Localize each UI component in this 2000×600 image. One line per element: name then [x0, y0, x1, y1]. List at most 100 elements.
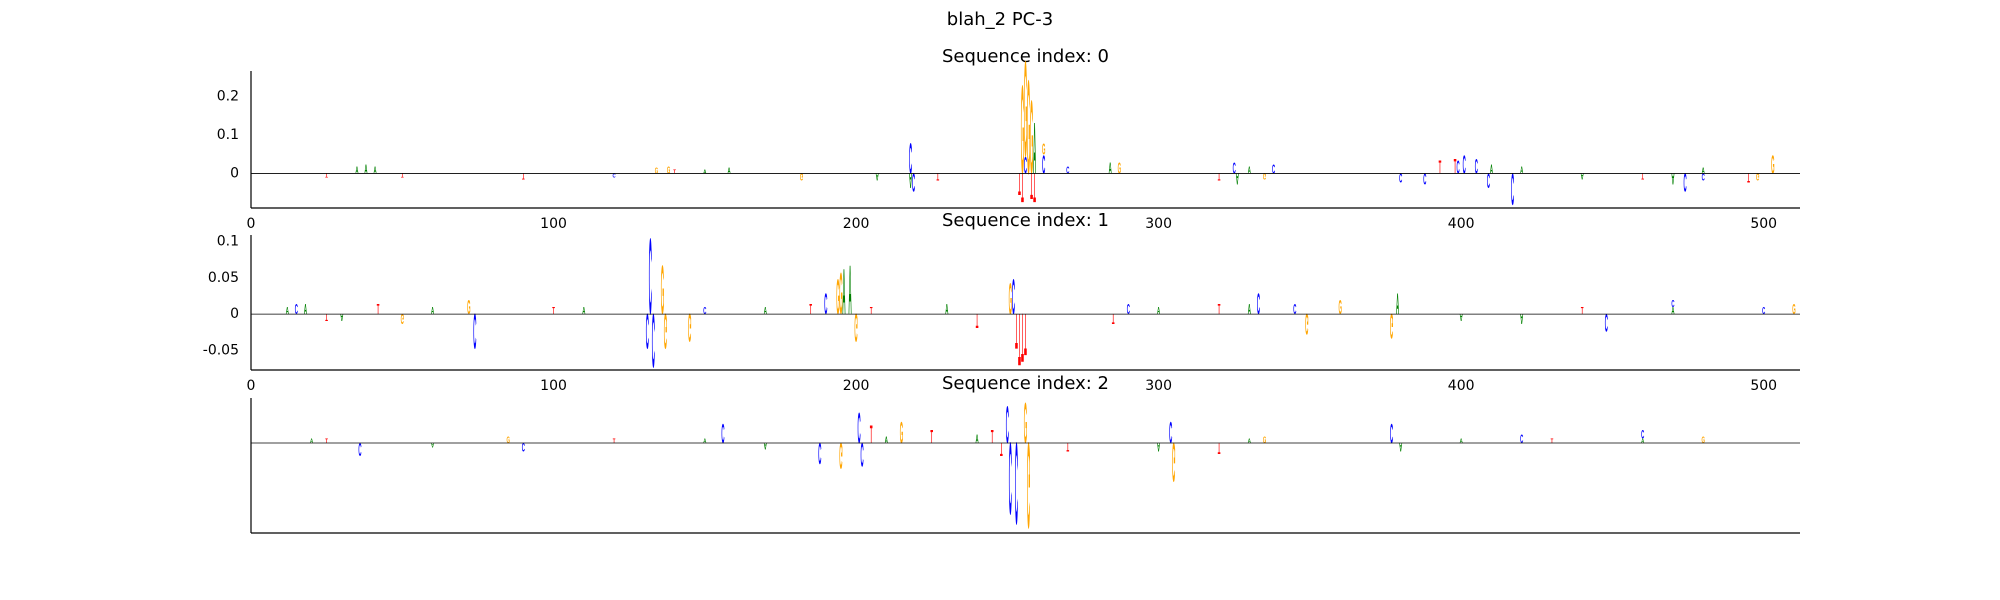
logo-letter: C — [522, 440, 525, 453]
logo-letter: G — [1701, 434, 1705, 446]
logo-letter: T — [870, 305, 873, 317]
logo-letter: T — [1018, 297, 1021, 380]
logo-letter: G — [1024, 32, 1027, 186]
x-tick-label: 200 — [843, 378, 870, 394]
logo-letter: T — [1551, 438, 1554, 445]
logo-letter: A — [582, 305, 585, 317]
logo-letter: T — [1000, 439, 1003, 460]
logo-letter: T — [1581, 305, 1584, 317]
logo-letter: C — [1024, 153, 1027, 179]
x-tick-label: 200 — [843, 216, 870, 232]
logo-letter: T — [1018, 166, 1021, 201]
logo-letter: C — [1272, 163, 1275, 178]
y-tick-label: 0.2 — [217, 89, 239, 105]
logo-letter: G — [1021, 59, 1024, 200]
logo-letter: A — [876, 171, 879, 183]
logo-letter: T — [1067, 440, 1070, 453]
y-tick-label: 0.1 — [217, 127, 239, 143]
logo-letter: C — [1009, 420, 1012, 534]
logo-letter: A — [885, 434, 889, 446]
logo-letter: G — [1172, 430, 1175, 492]
logo-letter: A — [1248, 438, 1251, 445]
logo-letter: A — [1460, 312, 1463, 324]
logo-letter: A — [373, 164, 376, 176]
panel-title: Sequence index: 1 — [942, 210, 1109, 231]
logo-letter: C — [612, 171, 616, 178]
logo-letter: A — [355, 164, 358, 176]
logo-letter: T — [325, 312, 328, 324]
logo-letter: G — [900, 415, 903, 450]
logo-letter: G — [688, 304, 691, 349]
logo-letter: T — [377, 302, 380, 318]
logo-letter: A — [945, 302, 948, 318]
logo-letter: C — [1127, 302, 1130, 318]
logo-letter: A — [848, 252, 851, 330]
logo-letter: C — [1463, 150, 1466, 179]
logo-letter: A — [1157, 440, 1160, 453]
logo-letter: C — [858, 404, 861, 453]
logo-letter: G — [836, 270, 839, 325]
x-tick-label: 300 — [1145, 378, 1172, 394]
logo-letter: G — [1771, 150, 1774, 179]
logo-letter: C — [1520, 432, 1523, 445]
x-tick-label: 400 — [1448, 378, 1475, 394]
logo-letter: G — [1263, 171, 1266, 180]
logo-letter: C — [1423, 169, 1426, 185]
logo-letter: A — [842, 255, 845, 328]
logo-letter: T — [936, 171, 939, 183]
logo-letter: A — [1248, 302, 1251, 318]
logo-letter: T — [1218, 171, 1221, 183]
logo-letter: G — [1042, 142, 1045, 158]
logo-letter: T — [325, 438, 328, 445]
logo-letter: C — [1006, 395, 1009, 454]
logo-letter: A — [1702, 167, 1705, 176]
logo-letter: A — [340, 312, 343, 324]
logo-letter: C — [721, 419, 724, 450]
logo-letter: C — [649, 217, 652, 339]
logo-letter: C — [1641, 428, 1644, 441]
x-tick-label: 100 — [540, 378, 567, 394]
logo-letter: T — [1747, 169, 1750, 184]
logo-letter: G — [661, 252, 664, 330]
x-tick-label: 0 — [247, 216, 256, 232]
logo-letter: T — [1033, 164, 1036, 210]
logo-letter: C — [1683, 168, 1686, 197]
logo-letter: C — [646, 303, 649, 358]
logo-letter: G — [1305, 307, 1308, 341]
logo-letter: A — [364, 163, 367, 178]
logo-letter: C — [1702, 171, 1705, 183]
logo-letter: G — [506, 434, 510, 446]
logo-letter: T — [401, 171, 404, 178]
logo-letter: C — [1511, 164, 1514, 215]
logo-letter: G — [1030, 79, 1033, 196]
logo-letter: A — [1109, 161, 1112, 177]
logo-letter: C — [824, 288, 827, 322]
panel-title: Sequence index: 0 — [942, 46, 1109, 67]
logo-letter: A — [1399, 440, 1402, 453]
logo-letter: T — [1024, 301, 1027, 367]
logo-letter: A — [727, 167, 730, 176]
logo-letter: A — [1248, 164, 1251, 176]
logo-letter: T — [1112, 310, 1115, 326]
logo-letter: A — [1520, 310, 1523, 326]
x-tick-label: 500 — [1750, 378, 1777, 394]
logo-letter: T — [1218, 302, 1221, 318]
logo-letter: G — [1792, 302, 1795, 318]
logo-letter: A — [310, 438, 313, 445]
logo-letter: T — [976, 309, 979, 331]
logo-letter: C — [1605, 309, 1608, 337]
logo-letter: A — [304, 302, 307, 318]
logo-letter: C — [1042, 150, 1045, 179]
logo-letter: C — [1457, 157, 1460, 178]
logo-letter: A — [431, 305, 434, 317]
y-tick-label: 0 — [230, 306, 239, 322]
logo-letter: C — [473, 303, 476, 358]
logo-letter: T — [930, 426, 933, 447]
logo-letter: T — [1641, 171, 1644, 180]
logo-letter: A — [1671, 305, 1674, 317]
logo-letter: C — [1390, 419, 1393, 450]
logo-letter: T — [809, 302, 812, 318]
logo-letter: G — [1756, 171, 1759, 183]
logo-letter: A — [286, 305, 289, 317]
